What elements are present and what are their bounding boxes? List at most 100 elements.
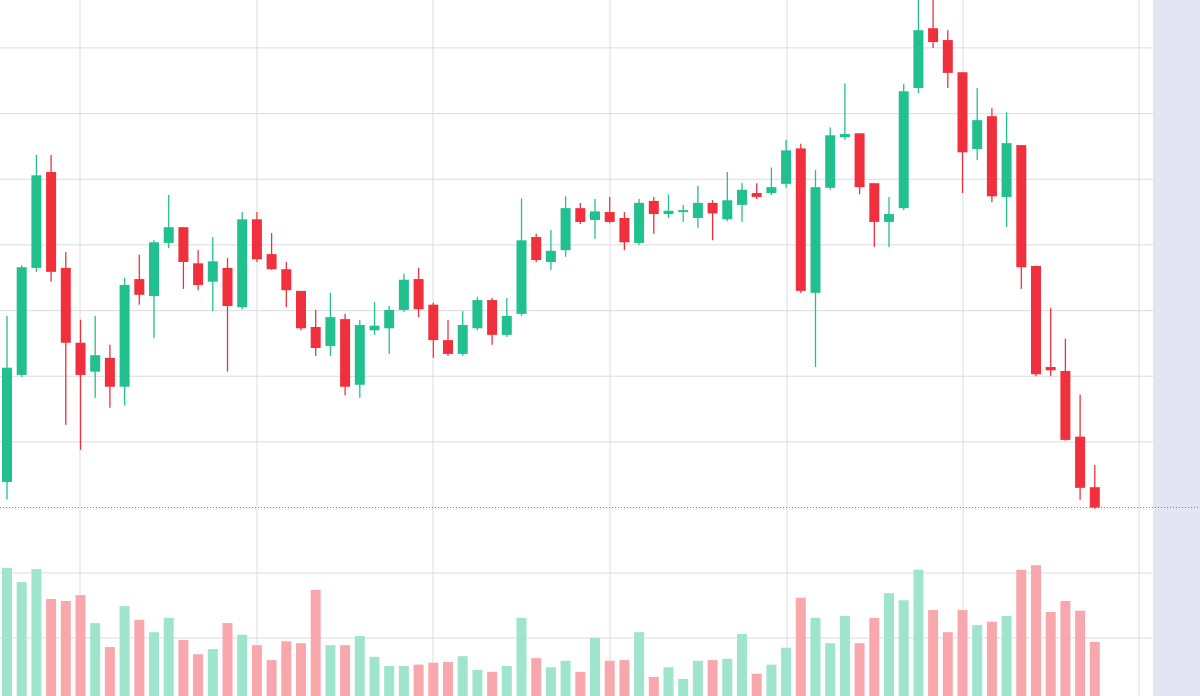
candle-body bbox=[1016, 145, 1027, 268]
price-pane bbox=[0, 0, 1200, 509]
candle-body bbox=[369, 325, 380, 331]
candle-body bbox=[119, 284, 130, 387]
volume-bar bbox=[854, 643, 865, 696]
candle-body bbox=[898, 91, 909, 209]
volume-bar bbox=[472, 669, 483, 696]
volume-bar bbox=[781, 647, 792, 696]
volume-bar bbox=[1060, 600, 1071, 696]
candle-body bbox=[854, 133, 865, 188]
volume-bar bbox=[634, 632, 645, 696]
volume-bar bbox=[384, 665, 395, 696]
volume-bar bbox=[178, 639, 189, 696]
volume-bar bbox=[134, 619, 145, 696]
candle-body bbox=[869, 183, 880, 222]
candle-body bbox=[90, 355, 101, 372]
candle-body bbox=[928, 28, 939, 43]
volume-bar bbox=[428, 662, 439, 696]
volume-bar bbox=[942, 632, 953, 696]
candle-body bbox=[2, 367, 12, 482]
volume-bar bbox=[590, 638, 600, 696]
candle-body bbox=[163, 227, 174, 243]
candle-body bbox=[428, 304, 439, 341]
candle-body bbox=[398, 279, 409, 310]
candle-body bbox=[884, 214, 894, 222]
volume-bar bbox=[972, 625, 983, 696]
candle-body bbox=[751, 193, 762, 197]
candle-body bbox=[678, 210, 689, 213]
candle-body bbox=[325, 317, 336, 347]
volume-bar bbox=[1075, 610, 1086, 696]
candle-body bbox=[134, 279, 145, 295]
volume-bar bbox=[163, 617, 174, 696]
candle-body bbox=[207, 261, 218, 282]
candle-body bbox=[707, 202, 718, 214]
candle-body bbox=[149, 242, 159, 297]
candle-body bbox=[443, 340, 453, 354]
volume-bar bbox=[60, 600, 71, 696]
volume-bar bbox=[325, 645, 336, 696]
volume-bar bbox=[795, 597, 806, 696]
candle-body bbox=[634, 202, 645, 243]
candle-body bbox=[722, 200, 733, 220]
candle-body bbox=[487, 300, 498, 335]
candle-body bbox=[545, 250, 556, 262]
volume-bar bbox=[619, 660, 630, 696]
candle-body bbox=[1045, 367, 1056, 371]
volume-bar bbox=[16, 582, 27, 696]
candle-body bbox=[648, 200, 659, 215]
volume-bar bbox=[501, 665, 512, 696]
candle-body bbox=[251, 219, 262, 260]
volume-bar bbox=[678, 678, 689, 696]
volume-bar bbox=[296, 643, 306, 696]
volume-bar bbox=[266, 660, 277, 696]
candle-body bbox=[310, 326, 321, 348]
volume-bar bbox=[281, 641, 292, 696]
candle-body bbox=[795, 148, 806, 291]
candle-body bbox=[60, 267, 71, 343]
volume-bar bbox=[369, 656, 380, 696]
candle-body bbox=[354, 325, 365, 385]
volume-bar bbox=[443, 662, 453, 696]
grid bbox=[0, 0, 1153, 696]
volume-bar bbox=[90, 623, 101, 696]
volume-bar bbox=[340, 645, 351, 696]
volume-bar bbox=[986, 621, 997, 696]
volume-bar bbox=[928, 610, 939, 696]
candle-body bbox=[501, 315, 512, 335]
candle-body bbox=[737, 189, 747, 205]
volume-bar bbox=[884, 593, 894, 696]
volume-bar bbox=[2, 567, 12, 696]
candle-body bbox=[942, 40, 953, 73]
candle-body bbox=[957, 72, 968, 153]
candle-body bbox=[31, 175, 42, 268]
volume-bar bbox=[457, 656, 468, 696]
volume-bar bbox=[398, 665, 409, 696]
candle-body bbox=[531, 237, 542, 261]
candle-body bbox=[560, 208, 571, 251]
volume-bar bbox=[1089, 641, 1100, 696]
volume-bar bbox=[648, 677, 659, 696]
candle-body bbox=[1075, 436, 1086, 488]
candle-body bbox=[825, 135, 836, 188]
candle-body bbox=[75, 342, 86, 375]
candle-body bbox=[178, 227, 189, 262]
volume-bar bbox=[766, 664, 777, 696]
candle-body bbox=[913, 30, 924, 88]
volume-bar bbox=[487, 671, 498, 696]
candle-body bbox=[839, 133, 850, 138]
volume-bar bbox=[575, 671, 586, 696]
candle-body bbox=[16, 267, 27, 375]
volume-bar bbox=[251, 645, 262, 696]
candle-body bbox=[986, 116, 997, 197]
volume-bar bbox=[810, 617, 821, 696]
candle-body bbox=[46, 172, 57, 272]
candle-body bbox=[266, 254, 277, 270]
volume-bar bbox=[722, 658, 733, 696]
volume-bar bbox=[663, 667, 674, 696]
candle-body bbox=[1001, 143, 1012, 197]
volume-bar bbox=[104, 647, 115, 696]
volume-bar bbox=[207, 649, 218, 696]
candle-body bbox=[766, 187, 777, 194]
candle-body bbox=[810, 187, 821, 293]
candle-body bbox=[1089, 487, 1100, 508]
